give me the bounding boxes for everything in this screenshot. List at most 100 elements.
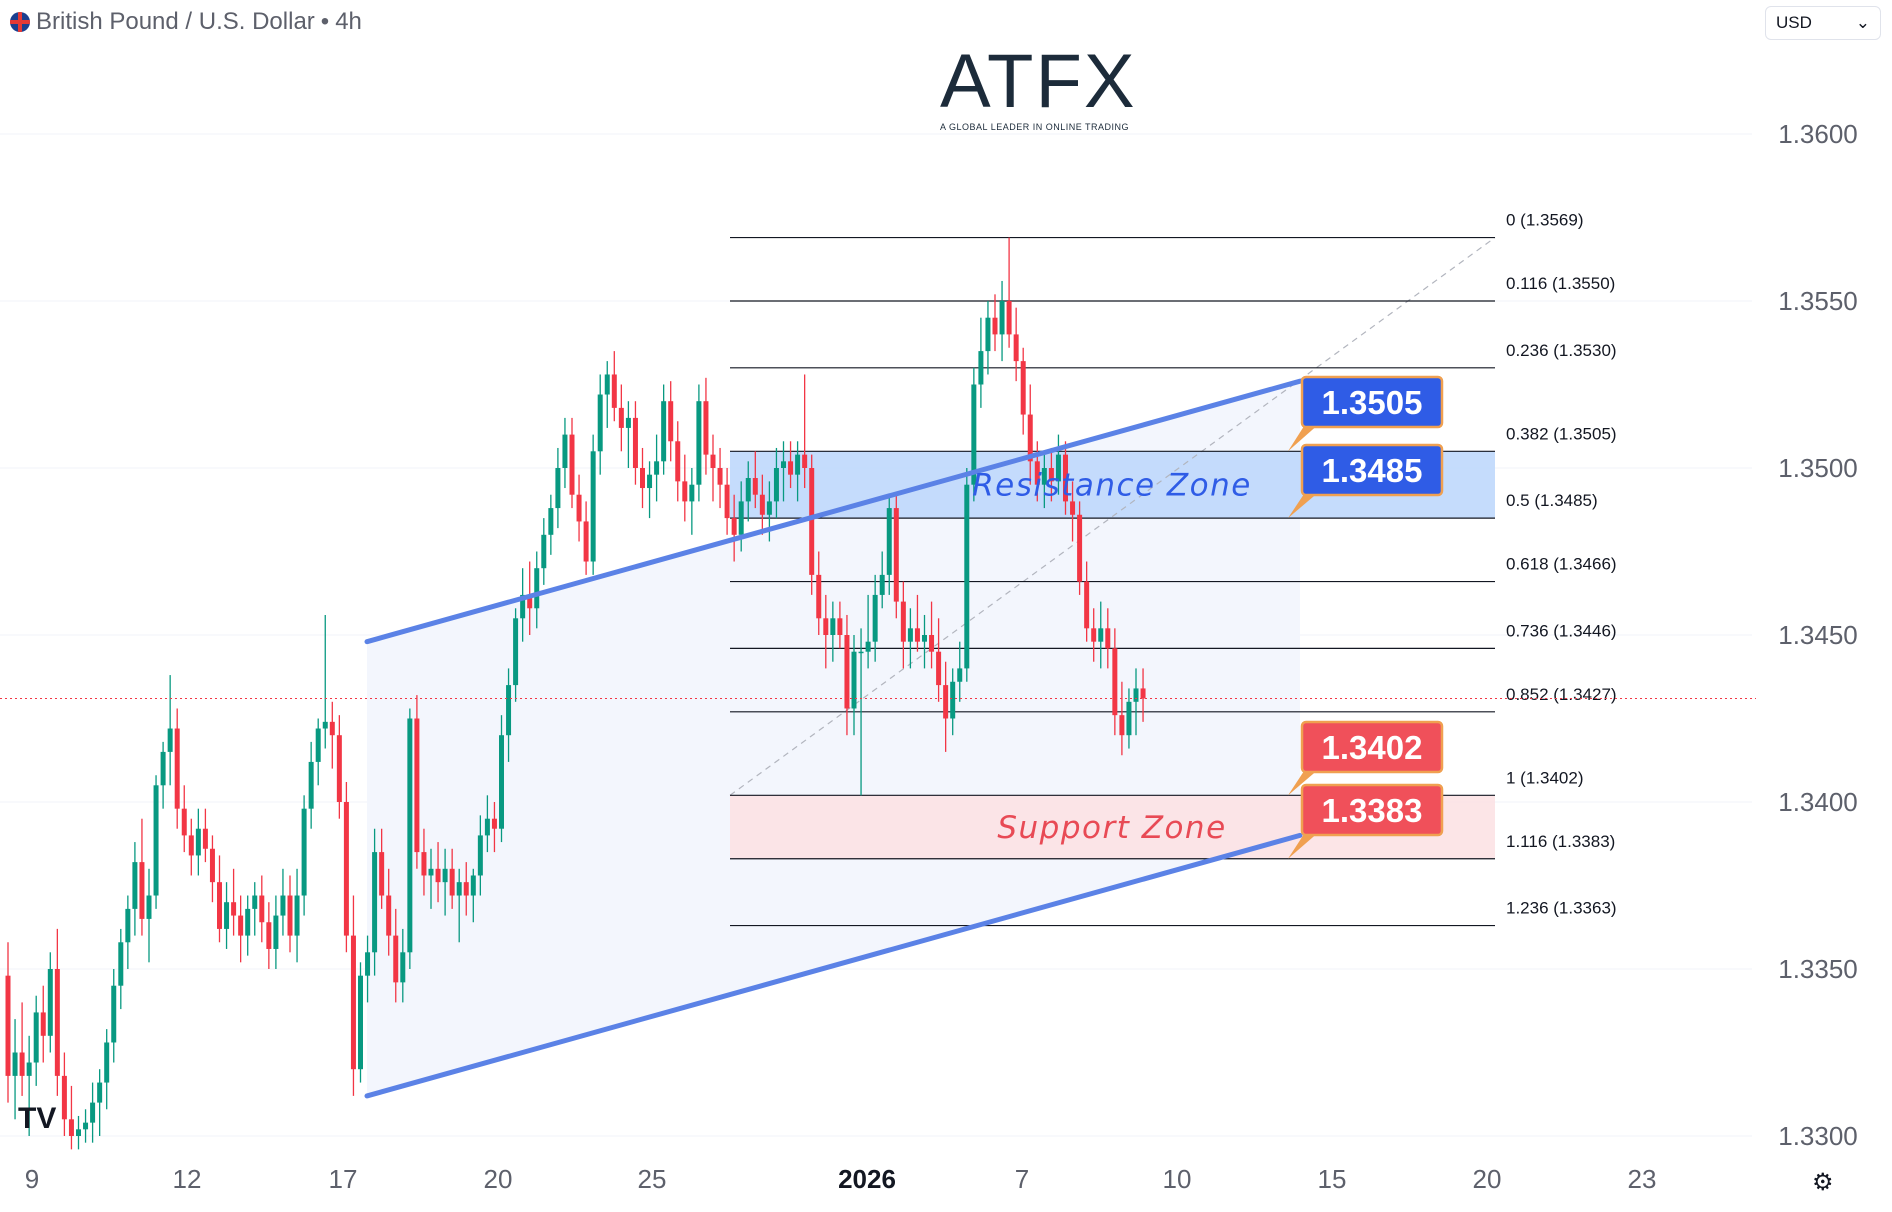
candle-body (33, 1012, 39, 1063)
candle-body (188, 835, 194, 856)
candle-body (181, 808, 187, 836)
candle-body (950, 681, 956, 719)
tradingview-logo-icon[interactable]: TV (18, 1102, 57, 1135)
candle-body (358, 975, 363, 1070)
candle-body (759, 494, 765, 515)
candle-body (329, 721, 335, 736)
candle-body (689, 484, 695, 502)
fib-level-label: 1 (1.3402) (1506, 768, 1584, 787)
candle-body (781, 461, 786, 468)
candle-body (1105, 628, 1111, 649)
candle-body (541, 534, 547, 569)
candle-body (752, 478, 758, 495)
candle-body (907, 628, 913, 642)
candle-body (583, 521, 589, 562)
candle-body (1133, 688, 1139, 702)
x-tick-label: 9 (25, 1164, 39, 1194)
candle-body (266, 922, 272, 949)
candle-body (625, 417, 631, 428)
candle-body (978, 351, 984, 385)
candle-body (1119, 715, 1125, 736)
candle-body (273, 915, 279, 949)
candle-body (477, 835, 483, 876)
currency-select[interactable]: USD ⌄ (1765, 6, 1881, 40)
candle-body (548, 508, 554, 535)
candle-body (872, 594, 878, 642)
y-tick-label: 1.3600 (1778, 119, 1858, 149)
x-tick-label: 25 (638, 1164, 667, 1194)
y-tick-label: 1.3500 (1778, 453, 1858, 483)
candle-body (209, 848, 215, 883)
candle-body (830, 618, 836, 635)
resistance-zone-label: Resistance Zone (972, 468, 1252, 504)
candle-body (456, 882, 462, 896)
candle-body (717, 468, 723, 485)
price-callout-box (1300, 443, 1444, 497)
candle-body (879, 574, 885, 595)
atfx-logo: ATFX A GLOBAL LEADER IN ONLINE TRADING (940, 44, 1140, 134)
candle-body (491, 818, 497, 829)
candle-body (1013, 334, 1019, 362)
candle-body (900, 601, 906, 642)
candle-body (1027, 414, 1033, 462)
candle-body (802, 454, 808, 468)
candle-body (766, 501, 772, 515)
candle-body (365, 952, 371, 976)
candle-body (943, 685, 949, 719)
candle-body (964, 484, 970, 669)
candle-body (449, 868, 455, 896)
candle-body (1140, 688, 1146, 699)
fib-level-label: 0.5 (1.3485) (1506, 491, 1598, 510)
candle-body (499, 735, 504, 829)
candle-body (893, 508, 899, 602)
candle-body (400, 952, 406, 983)
candle-body (90, 1102, 96, 1123)
candle-body (809, 468, 815, 575)
price-callout-pointer (1288, 768, 1320, 796)
fib-level-label: 0.618 (1.3466) (1506, 555, 1617, 574)
candle-body (336, 735, 342, 802)
fib-level-label: 0.382 (1.3505) (1506, 424, 1617, 443)
candle-body (1126, 701, 1132, 736)
x-tick-label: 23 (1628, 1164, 1657, 1194)
candle-body (97, 1082, 103, 1103)
settings-icon[interactable]: ⚙ (1812, 1169, 1834, 1196)
candle-body (604, 374, 610, 395)
candle-body (957, 668, 963, 682)
candle-body (816, 574, 822, 619)
candle-body (287, 895, 293, 936)
candle-body (83, 1122, 89, 1130)
candle-body (54, 969, 60, 1076)
candle-body (153, 785, 159, 896)
candle-body (1006, 301, 1012, 335)
logo-wordmark: ATFX (940, 39, 1137, 124)
fib-trend-line (729, 237, 1496, 796)
y-tick-label: 1.3450 (1778, 620, 1858, 650)
candle-body (675, 441, 681, 482)
candle-body (470, 875, 476, 896)
x-tick-label: 10 (1163, 1164, 1192, 1194)
candle-body (5, 975, 11, 1076)
candle-body (654, 461, 660, 475)
candle-body (372, 852, 378, 953)
candle-body (111, 985, 117, 1043)
candle-body (576, 494, 582, 522)
candle-body (1112, 648, 1118, 716)
interval-label: 4h (335, 8, 362, 35)
candle-body (428, 868, 434, 876)
y-tick-label: 1.3350 (1778, 954, 1858, 984)
candle-body (1091, 628, 1097, 642)
chevron-down-icon: ⌄ (1855, 13, 1870, 32)
candle-body (992, 317, 998, 335)
candle-body (534, 568, 540, 609)
candle-body (308, 761, 314, 809)
price-callout-box (1300, 783, 1444, 837)
separator-dot: • (320, 8, 330, 35)
candle-body (12, 1052, 18, 1076)
candle-body (971, 384, 977, 485)
candle-body (788, 461, 794, 475)
candle-body (435, 868, 441, 883)
fib-level-label: 1.236 (1.3363) (1506, 899, 1617, 918)
symbol-header[interactable]: British Pound / U.S. Dollar • 4h (10, 8, 362, 36)
